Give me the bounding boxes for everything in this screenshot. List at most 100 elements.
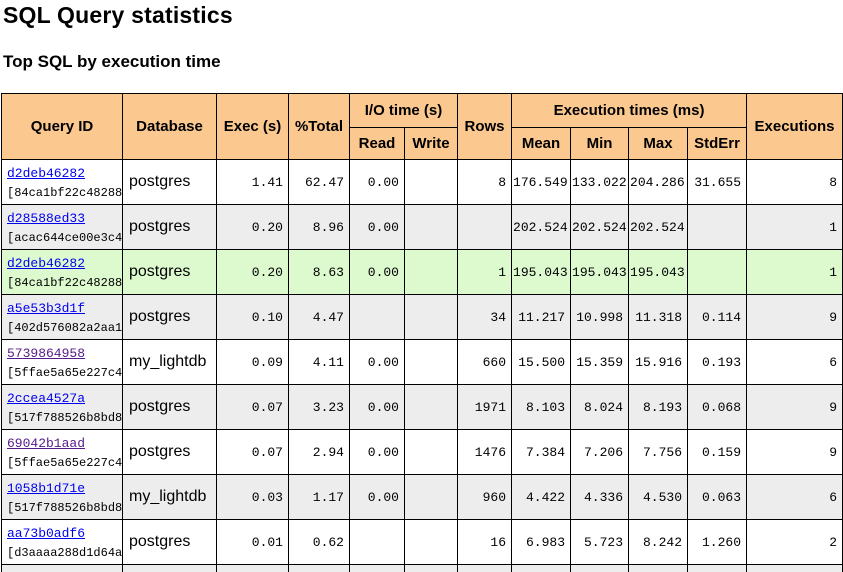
col-header-pct-total: %Total: [288, 93, 350, 160]
rows-cell: 1476: [457, 429, 513, 475]
top-sql-table: Query ID Database Exec (s) %Total I/O ti…: [1, 93, 843, 572]
query-id-cell: 1058b1d71e [517f788526b8bd80]: [1, 474, 123, 520]
col-header-query-id: Query ID: [1, 93, 123, 160]
database-cell: postgres: [122, 519, 217, 565]
query-id-link[interactable]: 1058b1d71e: [7, 481, 86, 497]
exec-s-cell: 1.41: [216, 159, 289, 205]
table-row: d28588ed33 [acac644ce00e3c49] postgres 0…: [1, 204, 843, 250]
table-row: aa73b0adf6 [d3aaaa288d1d64ad] postgres 0…: [1, 519, 843, 565]
io-write-cell: [403, 204, 459, 250]
rows-cell: 16: [457, 519, 513, 565]
min-cell: 202.524: [570, 204, 630, 250]
empty-cell: [122, 564, 217, 572]
empty-cell: [511, 564, 572, 572]
pct-total-cell: 0.62: [288, 519, 350, 565]
query-id-cell: a5e53b3d1f [402d576082a2aa13]: [1, 294, 123, 340]
max-cell: 7.756: [628, 429, 689, 475]
query-hash: [d3aaaa288d1d64ad]: [7, 545, 123, 560]
table-row: 69042b1aad [5ffae5a65e227c4c] postgres 0…: [1, 429, 843, 475]
mean-cell: 7.384: [511, 429, 572, 475]
io-write-cell: [403, 519, 459, 565]
exec-s-cell: 0.20: [216, 249, 289, 295]
query-id-cell: d2deb46282 [84ca1bf22c48288d]: [1, 249, 123, 295]
exec-s-cell: 0.07: [216, 429, 289, 475]
min-cell: 4.336: [570, 474, 630, 520]
io-read-cell: [349, 519, 405, 565]
database-cell: my_lightdb: [122, 474, 217, 520]
stderr-cell: 31.655: [687, 159, 748, 205]
col-header-write: Write: [403, 127, 459, 160]
query-id-link[interactable]: a5e53b3d1f: [7, 301, 86, 317]
pct-total-cell: 4.11: [288, 339, 350, 385]
mean-cell: 8.103: [511, 384, 572, 430]
empty-cell: [687, 564, 748, 572]
query-id-link[interactable]: d2deb46282: [7, 256, 86, 272]
empty-cell: [288, 564, 350, 572]
pct-total-cell: 4.47: [288, 294, 350, 340]
query-id-link[interactable]: 5739864958: [7, 346, 86, 362]
query-hash: [517f788526b8bd80]: [7, 500, 123, 515]
stderr-cell: 0.193: [687, 339, 748, 385]
min-cell: 195.043: [570, 249, 630, 295]
query-hash: [517f788526b8bd80]: [7, 410, 123, 425]
executions-cell: 2: [746, 519, 843, 565]
executions-cell: 1: [746, 249, 843, 295]
executions-cell: 6: [746, 474, 843, 520]
table-row: 5739864958 [5ffae5a65e227c4c] my_lightdb…: [1, 339, 843, 385]
pct-total-cell: 8.96: [288, 204, 350, 250]
stderr-cell: [687, 204, 748, 250]
empty-cell: [746, 564, 843, 572]
query-id-link[interactable]: 69042b1aad: [7, 436, 86, 452]
exec-s-cell: 0.03: [216, 474, 289, 520]
io-write-cell: [403, 294, 459, 340]
io-read-cell: 0.00: [349, 204, 405, 250]
max-cell: 11.318: [628, 294, 689, 340]
query-id-link[interactable]: aa73b0adf6: [7, 526, 86, 542]
executions-cell: 6: [746, 339, 843, 385]
col-group-exec-times: Execution times (ms): [511, 93, 748, 128]
exec-s-cell: 0.07: [216, 384, 289, 430]
col-header-stderr: StdErr: [687, 127, 748, 160]
col-header-max: Max: [628, 127, 689, 160]
rows-cell: 1971: [457, 384, 513, 430]
executions-cell: 9: [746, 294, 843, 340]
io-write-cell: [403, 249, 459, 295]
query-hash: [5ffae5a65e227c4c]: [7, 365, 123, 380]
empty-cell: [349, 564, 405, 572]
executions-cell: 1: [746, 204, 843, 250]
database-cell: postgres: [122, 249, 217, 295]
col-header-mean: Mean: [511, 127, 572, 160]
stderr-cell: 0.068: [687, 384, 748, 430]
table-row: a5e53b3d1f [402d576082a2aa13] postgres 0…: [1, 294, 843, 340]
mean-cell: 176.549: [511, 159, 572, 205]
io-write-cell: [403, 159, 459, 205]
pct-total-cell: 3.23: [288, 384, 350, 430]
col-header-executions: Executions: [746, 93, 843, 160]
query-id-link[interactable]: 2ccea4527a: [7, 391, 86, 407]
col-header-database: Database: [122, 93, 217, 160]
stderr-cell: 1.260: [687, 519, 748, 565]
pct-total-cell: 2.94: [288, 429, 350, 475]
executions-cell: 8: [746, 159, 843, 205]
database-cell: postgres: [122, 159, 217, 205]
io-read-cell: 0.00: [349, 429, 405, 475]
min-cell: 10.998: [570, 294, 630, 340]
table-row: 1058b1d71e [517f788526b8bd80] my_lightdb…: [1, 474, 843, 520]
max-cell: 204.286: [628, 159, 689, 205]
mean-cell: 195.043: [511, 249, 572, 295]
query-id-link[interactable]: d2deb46282: [7, 166, 86, 182]
rows-cell: 8: [457, 159, 513, 205]
col-header-exec-s: Exec (s): [216, 93, 289, 160]
io-read-cell: 0.00: [349, 339, 405, 385]
io-write-cell: [403, 384, 459, 430]
query-id-cell: d28588ed33 [acac644ce00e3c49]: [1, 204, 123, 250]
io-read-cell: [349, 294, 405, 340]
mean-cell: 202.524: [511, 204, 572, 250]
io-read-cell: 0.00: [349, 384, 405, 430]
pct-total-cell: 62.47: [288, 159, 350, 205]
executions-cell: 9: [746, 384, 843, 430]
query-id-cell: aa73b0adf6 [d3aaaa288d1d64ad]: [1, 519, 123, 565]
pct-total-cell: 8.63: [288, 249, 350, 295]
query-id-link[interactable]: d28588ed33: [7, 211, 86, 227]
exec-s-cell: 0.01: [216, 519, 289, 565]
